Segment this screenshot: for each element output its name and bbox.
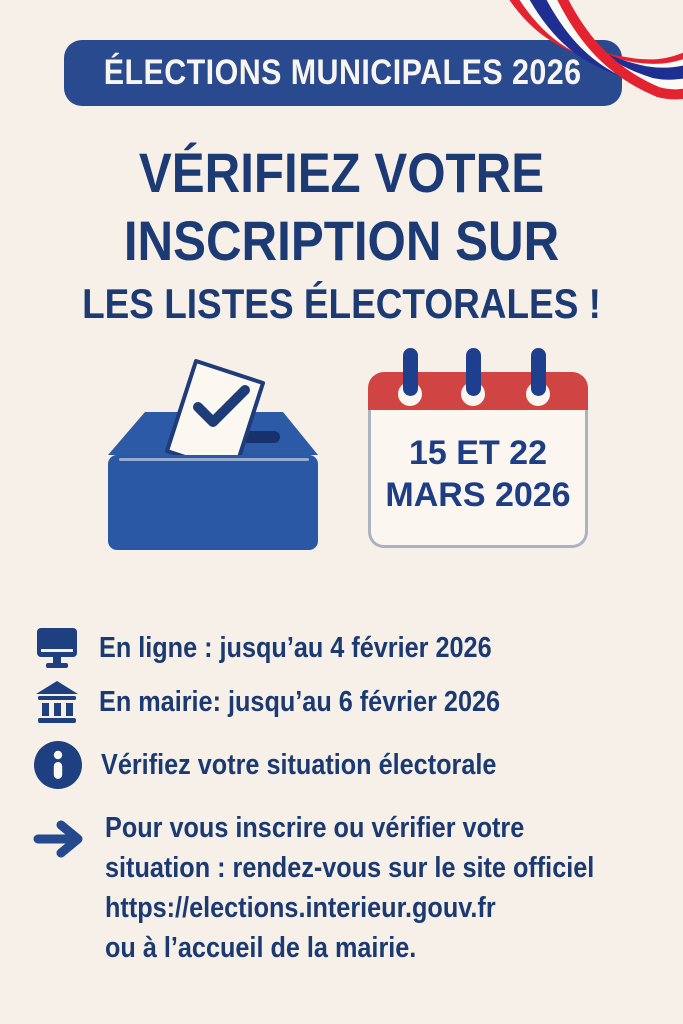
paragraph-line: ou à l’accueil de la mairie. [105,932,417,964]
calendar-ring-icon [531,348,546,396]
calendar-dates: 15 ET 22 [409,434,547,472]
paragraph-line-url: https://elections.interieur.gouv.fr [105,892,496,924]
badge: ÉLECTIONS MUNICIPALES 2026 [64,40,622,106]
item-text-check-situation: Vérifiez votre situation électorale [101,748,497,781]
headline-line-1: VÉRIFIEZ VOTRE [138,141,545,204]
list-item-check-situation: Vérifiez votre situation électorale [33,738,555,792]
town-hall-icon [36,681,78,723]
calendar-ring-icon [403,348,418,396]
list-item-townhall: En mairie: jusqu’au 6 février 2026 [33,676,560,728]
calendar-ring-icon [466,348,481,396]
list-item-online: En ligne : jusqu’au 4 février 2026 [33,622,550,674]
ballot-box-icon [108,359,318,550]
badge-label: ÉLECTIONS MUNICIPALES 2026 [104,53,582,92]
calendar-illustration: 15 ET 22 MARS 2026 [368,348,588,550]
calendar-month-year: MARS 2026 [385,476,571,514]
register-paragraph: Pour vous inscrire ou vérifier votre sit… [105,808,667,968]
computer-monitor-icon [37,628,77,668]
calendar-body: 15 ET 22 MARS 2026 [368,410,588,548]
item-text-townhall: En mairie: jusqu’au 6 février 2026 [99,685,501,718]
list-item-how-to-register: Pour vous inscrire ou vérifier votre sit… [33,808,667,968]
arrow-right-icon [33,820,83,858]
info-icon [34,741,82,789]
paragraph-line: Pour vous inscrire ou vérifier votre [105,812,525,844]
item-text-online: En ligne : jusqu’au 4 février 2026 [99,631,492,664]
headline-line-2: INSCRIPTION SUR [123,209,560,272]
headline-line-3: LES LISTES ÉLECTORALES ! [82,280,601,327]
paragraph-line: situation : rendez-vous sur le site offi… [105,852,595,884]
